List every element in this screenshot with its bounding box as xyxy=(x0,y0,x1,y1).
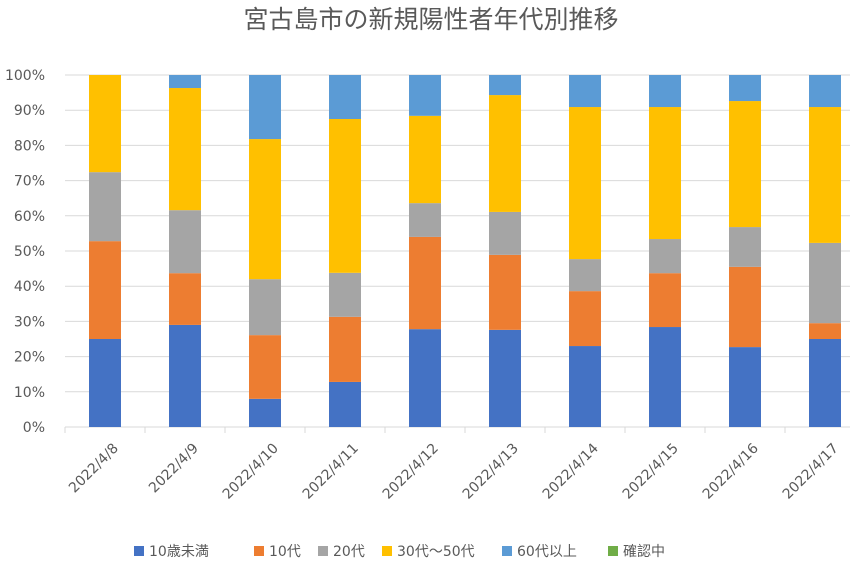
legend-label: 確認中 xyxy=(623,544,665,560)
x-tick-label: 2022/4/9 xyxy=(146,441,202,497)
chart-title: 宮古島市の新規陽性者年代別推移 xyxy=(243,5,618,34)
legend-label: 60代以上 xyxy=(517,544,577,560)
legend-swatch xyxy=(254,546,264,556)
bar-segment xyxy=(729,101,761,228)
bar-segment xyxy=(89,241,121,339)
y-tick-label: 80% xyxy=(14,138,45,154)
legend-label: 10歳未満 xyxy=(149,544,209,560)
x-tick-label: 2022/4/17 xyxy=(780,441,842,503)
legend-swatch xyxy=(502,546,512,556)
bar-segment xyxy=(569,107,601,260)
x-tick-label: 2022/4/12 xyxy=(380,441,442,503)
legend-swatch xyxy=(608,546,618,556)
x-tick-label: 2022/4/16 xyxy=(700,440,762,502)
bar-segment xyxy=(649,239,681,274)
bar-segment xyxy=(249,398,281,427)
bar-segment xyxy=(489,75,521,96)
bar-segment xyxy=(489,211,521,255)
bar-segment xyxy=(809,107,841,243)
bar-segment xyxy=(569,259,601,292)
bar-segment xyxy=(649,327,681,427)
bar-segment xyxy=(249,279,281,336)
x-tick-label: 2022/4/8 xyxy=(66,441,122,497)
bar-segment xyxy=(249,139,281,280)
bar-segment xyxy=(329,381,361,427)
y-tick-label: 50% xyxy=(14,244,45,260)
bar-segment xyxy=(329,119,361,273)
y-tick-label: 70% xyxy=(14,174,45,190)
bar-segment xyxy=(89,339,121,427)
bar-segment xyxy=(169,210,201,274)
y-tick-label: 40% xyxy=(14,279,45,295)
legend-label: 20代 xyxy=(333,544,365,560)
bar-segment xyxy=(649,75,681,108)
bar-segment xyxy=(409,203,441,237)
bar-segment xyxy=(169,324,201,427)
bar-segment xyxy=(329,316,361,382)
x-tick-label: 2022/4/10 xyxy=(220,441,282,503)
legend-swatch xyxy=(318,546,328,556)
x-tick-label: 2022/4/14 xyxy=(540,440,602,502)
y-tick-label: 100% xyxy=(5,68,45,84)
legend-swatch xyxy=(382,546,392,556)
bar-segment xyxy=(329,272,361,317)
y-tick-label: 30% xyxy=(14,314,45,330)
bar-segment xyxy=(409,236,441,330)
legend-swatch xyxy=(134,546,144,556)
bar-segment xyxy=(409,75,441,116)
bar-segment xyxy=(649,107,681,240)
bar-segment xyxy=(409,115,441,204)
bar-segment xyxy=(809,339,841,427)
bar-segment xyxy=(809,75,841,108)
y-tick-label: 90% xyxy=(14,103,45,119)
bar-segment xyxy=(169,75,201,89)
y-tick-label: 10% xyxy=(14,385,45,401)
bar-segment xyxy=(409,329,441,427)
bar-segment xyxy=(249,75,281,140)
legend-label: 10代 xyxy=(269,544,301,560)
bar-segment xyxy=(89,75,121,173)
bar-segment xyxy=(169,273,201,325)
y-tick-label: 0% xyxy=(23,420,45,436)
bar-segment xyxy=(809,323,841,339)
y-tick-label: 20% xyxy=(14,350,45,366)
bar-segment xyxy=(569,75,601,108)
bar-segment xyxy=(649,273,681,328)
bar-segment xyxy=(89,172,121,242)
bar-segment xyxy=(729,227,761,267)
bar-segment xyxy=(169,88,201,211)
x-tick-label: 2022/4/13 xyxy=(460,441,522,503)
bar-segment xyxy=(809,242,841,324)
bar-segment xyxy=(489,329,521,427)
bar-segment xyxy=(569,291,601,347)
bar-segment xyxy=(249,335,281,399)
bar-segment xyxy=(489,95,521,212)
bar-segment xyxy=(329,75,361,119)
legend-label: 30代～50代 xyxy=(397,544,475,560)
bar-segment xyxy=(729,75,761,102)
bar-segment xyxy=(729,266,761,348)
bar-segment xyxy=(489,254,521,330)
y-tick-label: 60% xyxy=(14,209,45,225)
bar-segment xyxy=(569,346,601,427)
bar-segment xyxy=(729,347,761,427)
x-tick-label: 2022/4/11 xyxy=(300,441,362,503)
x-tick-label: 2022/4/15 xyxy=(620,441,682,503)
